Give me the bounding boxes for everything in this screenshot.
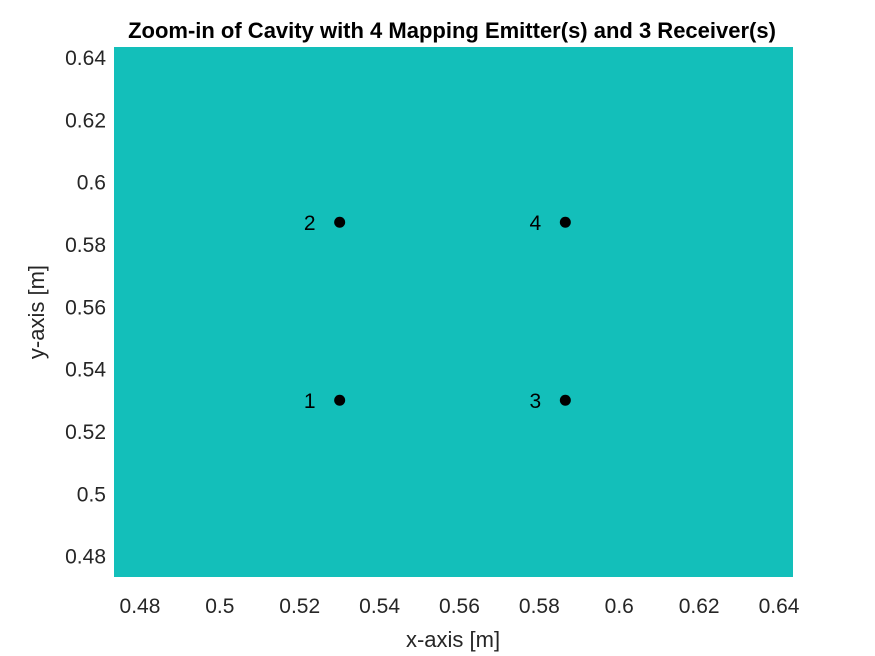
y-tick-label: 0.52 — [65, 421, 106, 444]
x-tick-label: 0.6 — [605, 595, 634, 618]
x-tick-label: 0.52 — [279, 595, 320, 618]
x-tick-label: 0.54 — [359, 595, 400, 618]
point-marker — [334, 216, 346, 228]
point-marker — [559, 216, 571, 228]
y-ticks: 0.48 0.5 0.52 0.54 0.56 0.58 0.6 0.62 0.64 — [65, 47, 106, 569]
y-tick-label: 0.56 — [65, 296, 106, 319]
y-tick-label: 0.64 — [65, 47, 106, 70]
x-tick-label: 0.5 — [205, 595, 234, 618]
y-tick-label: 0.58 — [65, 234, 106, 257]
y-tick-label: 0.54 — [65, 359, 106, 382]
x-tick-label: 0.58 — [519, 595, 560, 618]
point-label: 3 — [529, 390, 541, 413]
x-axis-label: x-axis [m] — [406, 627, 500, 652]
point-marker — [334, 394, 346, 406]
x-tick-label: 0.48 — [120, 595, 161, 618]
point-label: 2 — [304, 212, 316, 235]
x-tick-label: 0.56 — [439, 595, 480, 618]
point-label: 1 — [304, 390, 316, 413]
chart-title: Zoom-in of Cavity with 4 Mapping Emitter… — [128, 18, 776, 43]
point-label: 4 — [529, 212, 541, 235]
plot-area — [114, 47, 793, 577]
y-tick-label: 0.48 — [65, 546, 106, 569]
data-points: 1 2 3 4 — [304, 212, 571, 413]
x-tick-label: 0.64 — [759, 595, 800, 618]
x-ticks: 0.48 0.5 0.52 0.54 0.56 0.58 0.6 0.62 0.64 — [120, 595, 800, 618]
y-axis-label: y-axis [m] — [24, 265, 49, 359]
y-tick-label: 0.5 — [77, 483, 106, 506]
x-tick-label: 0.62 — [679, 595, 720, 618]
y-tick-label: 0.62 — [65, 109, 106, 132]
point-marker — [559, 394, 571, 406]
y-tick-label: 0.6 — [77, 172, 106, 195]
